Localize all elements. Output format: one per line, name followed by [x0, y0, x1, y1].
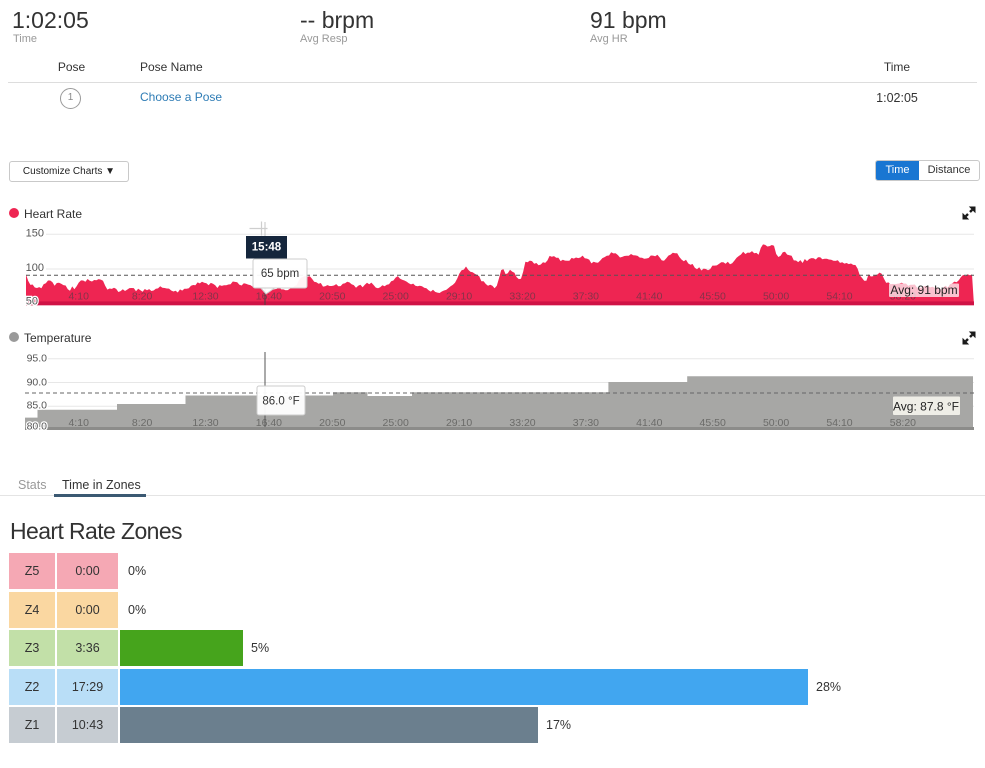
- svg-text:Avg: 87.8 °F: Avg: 87.8 °F: [893, 399, 959, 413]
- svg-text:50:00: 50:00: [763, 291, 789, 303]
- svg-text:29:10: 29:10: [446, 417, 472, 429]
- svg-text:86.0 °F: 86.0 °F: [262, 396, 299, 408]
- svg-text:37:30: 37:30: [573, 291, 599, 303]
- svg-text:150: 150: [26, 227, 44, 239]
- svg-text:29:10: 29:10: [446, 291, 472, 303]
- svg-text:54:10: 54:10: [826, 291, 852, 303]
- svg-text:65 bpm: 65 bpm: [261, 268, 299, 280]
- svg-text:80.0: 80.0: [27, 421, 48, 433]
- svg-text:25:00: 25:00: [383, 417, 409, 429]
- svg-text:4:10: 4:10: [68, 417, 89, 429]
- svg-text:33:20: 33:20: [509, 417, 535, 429]
- svg-text:95.0: 95.0: [27, 353, 48, 365]
- svg-text:100: 100: [26, 262, 44, 274]
- svg-text:15:48: 15:48: [252, 242, 282, 254]
- svg-text:12:30: 12:30: [192, 291, 218, 303]
- svg-text:16:40: 16:40: [256, 417, 282, 429]
- svg-text:4:10: 4:10: [68, 291, 89, 303]
- svg-text:50: 50: [26, 296, 38, 308]
- svg-text:20:50: 20:50: [319, 291, 345, 303]
- svg-text:8:20: 8:20: [132, 291, 153, 303]
- svg-text:33:20: 33:20: [509, 291, 535, 303]
- svg-text:85.0: 85.0: [27, 400, 48, 412]
- svg-text:12:30: 12:30: [192, 417, 218, 429]
- svg-text:54:10: 54:10: [826, 417, 852, 429]
- svg-text:Avg: 91 bpm: Avg: 91 bpm: [890, 283, 957, 297]
- svg-text:90.0: 90.0: [27, 377, 48, 389]
- svg-text:41:40: 41:40: [636, 291, 662, 303]
- svg-text:20:50: 20:50: [319, 417, 345, 429]
- svg-text:25:00: 25:00: [383, 291, 409, 303]
- svg-text:8:20: 8:20: [132, 417, 153, 429]
- svg-text:16:40: 16:40: [256, 291, 282, 303]
- svg-text:45:50: 45:50: [700, 417, 726, 429]
- svg-text:50:00: 50:00: [763, 417, 789, 429]
- svg-text:58:20: 58:20: [890, 417, 916, 429]
- svg-text:41:40: 41:40: [636, 417, 662, 429]
- svg-text:45:50: 45:50: [700, 291, 726, 303]
- svg-text:37:30: 37:30: [573, 417, 599, 429]
